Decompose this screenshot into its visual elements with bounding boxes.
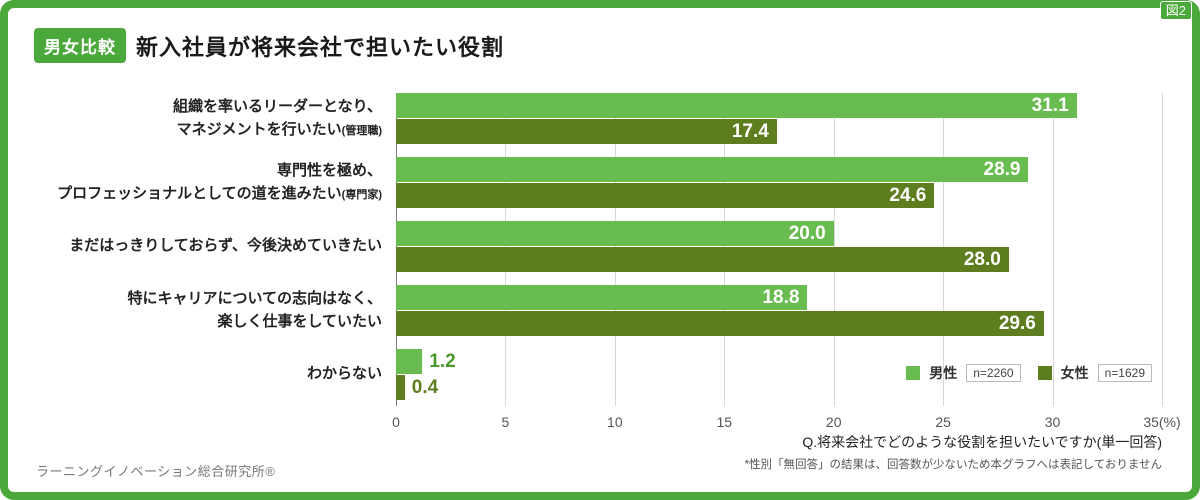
bar-track: 28.0 (396, 247, 1162, 272)
bar-track: 28.9 (396, 157, 1162, 182)
x-tick-label: 10 (607, 414, 623, 430)
bar-track: 31.1 (396, 93, 1162, 118)
bar-value-label: 18.8 (762, 286, 800, 308)
bar-group: 31.1 17.4 (396, 93, 1162, 144)
bar-track: 29.6 (396, 311, 1162, 336)
bar-track: 18.8 (396, 285, 1162, 310)
bar-track: 17.4 (396, 119, 1162, 144)
x-tick-label: 20 (825, 414, 842, 430)
bar-value-label: 29.6 (998, 312, 1036, 334)
bar-女性: 17.4 (396, 119, 777, 144)
legend-label-female: 女性 (1060, 365, 1089, 381)
source-credit: ラーニングイノベーション総合研究所® (36, 464, 276, 479)
bar-group: 20.0 28.0 (396, 221, 1162, 272)
gridline (1052, 93, 1054, 406)
legend-n-male: n=2260 (966, 364, 1021, 382)
bar-group: 1.2 0.4 (396, 349, 1162, 400)
bar-男性: 18.8 (396, 285, 808, 310)
page-title: 新入社員が将来会社で担いたい役割 (136, 34, 505, 60)
gridline (1162, 93, 1163, 406)
x-tick-label: 15 (716, 414, 733, 430)
legend-n-female: n=1629 (1097, 364, 1152, 382)
bar-女性: 0.4 (396, 375, 438, 400)
bar-value-label: 17.4 (731, 120, 769, 142)
bar-track: 20.0 (396, 221, 1162, 246)
legend-swatch-1 (1037, 366, 1052, 380)
bar-group: 18.8 29.6 (396, 285, 1162, 336)
figure-number-label: 図2 (1159, 1, 1192, 20)
chart-row: わからない 1.2 0.4 (24, 349, 1162, 400)
bar-男性: 20.0 (396, 221, 834, 246)
category-label: まだはっきりしておらず、今後決めていきたい (69, 237, 382, 255)
x-tick-label: 0 (392, 414, 400, 430)
bar-value-label: 20.0 (788, 222, 826, 244)
bar-value-label: 1.2 (429, 350, 456, 372)
category-label: わからない (306, 365, 382, 383)
category-suffix: (管理職) (341, 124, 382, 137)
bar-track: 0.4 (396, 375, 1162, 400)
legend-label-male: 男性 (929, 365, 958, 381)
bar-value-label: 28.9 (983, 158, 1021, 180)
chart-row: 専門性を極め、 プロフェッショナルとしての道を進みたい(専門家) 28.9 24.6 (24, 157, 1162, 208)
x-tick-label: 35(%) (1143, 414, 1181, 430)
bar-group: 28.9 24.6 (396, 157, 1162, 208)
chart-row: 特にキャリアについての志向はなく、 楽しく仕事をしていたい 18.8 29.6 (24, 285, 1162, 336)
exclusion-note: *性別「無回答」の結果は、回答数が少ないため本グラフへは表記しておりません (744, 459, 1162, 471)
question-note: Q.将来会社でどのような役割を担いたいですか(単一回答) (802, 434, 1162, 450)
x-tick-label: 30 (1044, 414, 1061, 430)
bar-男性: 31.1 (396, 93, 1077, 118)
bar-女性: 28.0 (396, 247, 1009, 272)
footnotes: Q.将来会社でどのような役割を担いたいですか(単一回答) *性別「無回答」の結果… (745, 432, 1162, 472)
chart-row: まだはっきりしておらず、今後決めていきたい 20.0 28.0 (24, 221, 1162, 272)
chart-header: 男女比較 新入社員が将来会社で担いたい役割 (34, 28, 1192, 63)
bar-track: 24.6 (396, 183, 1162, 208)
bar-男性: 28.9 (396, 157, 1029, 182)
category-suffix: (専門家) (341, 188, 382, 201)
legend: 男性 n=2260 女性 n=1629 (906, 363, 1160, 383)
category-label: 専門性を極め、 プロフェッショナルとしての道を進みたい(専門家) (57, 162, 382, 202)
chart-rows: 組織を率いるリーダーとなり、 マネジメントを行いたい(管理職) 31.1 17.4 専門… (24, 93, 1162, 400)
bar-男性: 1.2 (396, 349, 456, 374)
bar-value-label: 28.0 (963, 248, 1001, 270)
bar-女性: 24.6 (396, 183, 935, 208)
x-tick-label: 5 (501, 414, 510, 430)
bar-value-label: 31.1 (1031, 94, 1069, 116)
comparison-badge: 男女比較 (34, 28, 126, 63)
bar-chart: 0 5 10 15 20 25 30 35(%) 組織を率いるリーダーとなり、 マネジメントを行… (24, 93, 1181, 438)
legend-swatch-0 (906, 366, 921, 380)
x-tick-label: 25 (935, 414, 951, 430)
bar-value-label: 24.6 (889, 184, 927, 206)
category-label: 特にキャリアについての志向はなく、 楽しく仕事をしていたい (127, 290, 382, 330)
bar-value-label: 0.4 (411, 376, 439, 398)
bar-track: 1.2 (396, 349, 1162, 374)
chart-row: 組織を率いるリーダーとなり、 マネジメントを行いたい(管理職) 31.1 17.4 (24, 93, 1162, 144)
bar-女性: 29.6 (396, 311, 1044, 336)
category-label: 組織を率いるリーダーとなり、 マネジメントを行いたい(管理職) (173, 98, 382, 138)
